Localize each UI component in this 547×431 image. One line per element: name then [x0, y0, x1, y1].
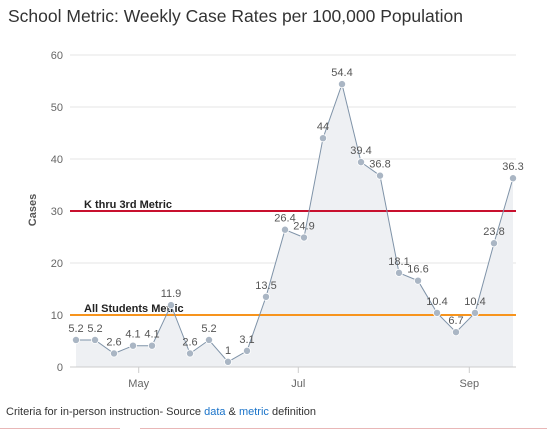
data-point-6 — [185, 349, 194, 358]
threshold-label-all-students: All Students Metric — [84, 303, 184, 315]
data-point-23 — [508, 174, 517, 183]
data-label-16: 36.8 — [369, 159, 390, 171]
y-tick-label-30: 30 — [51, 206, 63, 218]
y-tick-label-50: 50 — [51, 102, 63, 114]
footer-suffix: definition — [268, 406, 316, 418]
data-label-7: 5.2 — [201, 323, 216, 335]
data-point-13 — [318, 134, 327, 143]
data-point-10 — [261, 292, 270, 301]
data-point-16 — [375, 171, 384, 180]
data-label-8: 1 — [225, 345, 231, 357]
data-point-18 — [413, 276, 422, 285]
data-label-11: 26.4 — [274, 213, 295, 225]
data-point-12 — [299, 233, 308, 242]
data-point-3 — [128, 341, 137, 350]
data-label-15: 39.4 — [350, 145, 371, 157]
data-point-7 — [204, 335, 213, 344]
data-label-9: 3.1 — [239, 334, 254, 346]
y-axis-ticks: 0 10 20 30 40 50 60 — [51, 50, 63, 374]
data-label-2: 2.6 — [106, 336, 121, 348]
data-label-5: 11.9 — [161, 288, 182, 300]
bottom-divider — [0, 428, 547, 431]
data-point-8 — [223, 357, 232, 366]
data-link[interactable]: data — [204, 406, 226, 418]
y-tick-label-20: 20 — [51, 258, 63, 270]
data-point-21 — [470, 308, 479, 317]
y-tick-label-0: 0 — [57, 362, 63, 374]
data-label-18: 16.6 — [407, 264, 428, 276]
data-point-14 — [337, 80, 346, 89]
data-points — [72, 80, 517, 366]
series-area — [76, 84, 513, 367]
footer-prefix: Criteria for in-person instruction- Sour… — [6, 406, 205, 418]
data-point-0 — [72, 335, 81, 344]
threshold-label-k-thru-3rd: K thru 3rd Metric — [84, 199, 172, 211]
data-label-19: 10.4 — [426, 296, 447, 308]
data-point-5 — [166, 301, 175, 310]
threshold-lines: K thru 3rd Metric All Students Metric — [70, 199, 516, 316]
y-tick-label-40: 40 — [51, 154, 63, 166]
data-point-19 — [432, 308, 441, 317]
data-point-4 — [147, 341, 156, 350]
footer-note: Criteria for in-person instruction- Sour… — [6, 406, 316, 418]
data-label-23: 36.3 — [502, 161, 523, 173]
data-point-11 — [280, 225, 289, 234]
x-axis-ticks: May Jul Sep — [128, 367, 479, 390]
data-label-3: 4.1 — [125, 329, 140, 341]
metric-link[interactable]: metric — [238, 406, 269, 418]
data-labels: 5.2 5.2 2.6 4.1 4.1 11.9 2.6 5.2 1 3.1 13.5 26.424.… — [68, 67, 523, 357]
data-point-9 — [242, 346, 251, 355]
x-tick-label-may: May — [128, 378, 149, 390]
data-point-1 — [91, 335, 100, 344]
data-point-17 — [394, 268, 403, 277]
data-label-20: 6.7 — [448, 315, 463, 327]
data-point-15 — [356, 158, 365, 167]
data-point-2 — [110, 349, 119, 358]
y-tick-label-60: 60 — [51, 50, 63, 62]
y-tick-label-10: 10 — [51, 310, 63, 322]
data-label-0: 5.2 — [68, 323, 83, 335]
weekly-case-rate-chart: 0 10 20 30 40 50 60 Cases K thru 3rd Metric All… — [27, 50, 524, 390]
y-axis-label: Cases — [27, 194, 39, 226]
data-label-13: 44 — [317, 121, 329, 133]
data-label-14: 54.4 — [331, 67, 352, 79]
x-tick-label-jul: Jul — [291, 378, 305, 390]
data-point-22 — [489, 239, 498, 248]
x-tick-label-sep: Sep — [460, 378, 480, 390]
footer-mid: & — [225, 406, 239, 418]
data-label-21: 10.4 — [464, 296, 485, 308]
data-label-12: 24.9 — [293, 221, 314, 233]
data-point-20 — [451, 328, 460, 337]
data-label-4: 4.1 — [144, 329, 159, 341]
chart-title: School Metric: Weekly Case Rates per 100… — [8, 6, 463, 26]
data-label-10: 13.5 — [255, 280, 276, 292]
data-label-6: 2.6 — [182, 336, 197, 348]
data-label-22: 23.8 — [483, 226, 504, 238]
data-label-17: 18.1 — [388, 256, 409, 268]
data-label-1: 5.2 — [87, 323, 102, 335]
